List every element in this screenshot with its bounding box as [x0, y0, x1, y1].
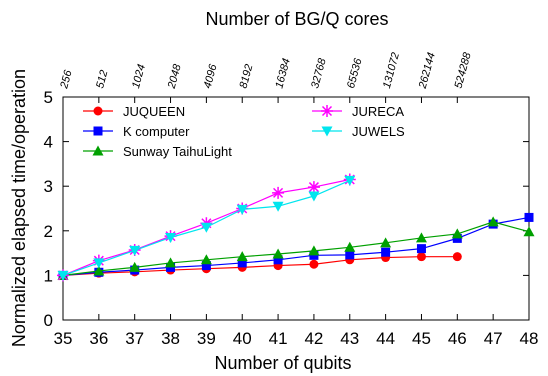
- data-point: [93, 106, 103, 116]
- legend-label: Sunway TaihuLight: [123, 144, 232, 159]
- data-point: [523, 226, 535, 237]
- data-point: [321, 126, 333, 137]
- data-point: [273, 255, 283, 265]
- x-tick-label: 45: [412, 329, 431, 348]
- legend-entry: JUWELS: [312, 124, 405, 139]
- data-point: [416, 252, 426, 262]
- data-point: [236, 204, 248, 215]
- legend-entry: JUQUEEN: [83, 104, 185, 119]
- series-layer: [57, 173, 535, 282]
- data-point: [237, 258, 247, 268]
- data-point: [272, 201, 284, 212]
- top-tick-label: 1024: [130, 63, 148, 90]
- data-point: [93, 258, 105, 269]
- x-tick-label: 42: [304, 329, 323, 348]
- y-tick-label: 1: [44, 266, 53, 285]
- data-point: [272, 248, 284, 259]
- top-tick-label: 8192: [238, 63, 256, 90]
- y-tick-label: 3: [44, 177, 53, 196]
- data-point: [272, 186, 285, 199]
- top-tick-label: 512: [94, 69, 110, 90]
- data-point: [200, 222, 212, 233]
- top-tick-label: 2048: [166, 62, 184, 91]
- series-line: [62, 221, 530, 276]
- legend-entry: Sunway TaihuLight: [83, 144, 232, 159]
- y-tick-label: 0: [44, 311, 53, 330]
- y-tick-label: 4: [44, 133, 53, 152]
- y-axis-label: Normalized elapsed time/operation: [9, 69, 29, 347]
- data-point: [415, 232, 427, 243]
- top-tick-label: 524288: [453, 50, 474, 89]
- data-point: [201, 261, 211, 271]
- top-tick-label: 65536: [345, 56, 365, 90]
- top-tick-label: 4096: [202, 62, 220, 90]
- x-tick-label: 40: [233, 329, 252, 348]
- legend-label: JUQUEEN: [123, 104, 185, 119]
- top-tick-label: 262144: [417, 51, 438, 91]
- data-point: [524, 212, 534, 222]
- legend: JUQUEEN K computer Sunway TaihuLight JURECA…: [83, 104, 405, 159]
- plot-frame: [62, 96, 530, 321]
- top-tick-label: 16384: [273, 57, 293, 90]
- data-point: [380, 237, 392, 248]
- y-tick-label: 2: [44, 222, 53, 241]
- x-tick-label: 47: [484, 329, 503, 348]
- data-point: [236, 251, 248, 262]
- series-sunway-taihulight: [57, 216, 535, 280]
- x-tick-label: 41: [269, 329, 288, 348]
- series-juwels: [57, 175, 356, 281]
- x-tick-label: 48: [520, 329, 539, 348]
- data-point: [309, 259, 319, 269]
- data-point: [93, 126, 103, 136]
- data-point: [451, 228, 463, 239]
- top-tick-label: 131072: [381, 51, 402, 90]
- data-point: [344, 175, 356, 186]
- data-point: [345, 250, 355, 260]
- data-point: [307, 181, 320, 194]
- x-tick-label: 46: [448, 329, 467, 348]
- legend-label: JURECA: [352, 104, 404, 119]
- legend-entry: JURECA: [312, 104, 404, 119]
- top-tick-label: 256: [58, 68, 75, 91]
- legend-entry: K computer: [83, 124, 190, 139]
- data-point: [308, 245, 320, 256]
- data-point: [200, 254, 212, 265]
- series-line: [62, 216, 530, 276]
- x-tick-label: 36: [89, 329, 108, 348]
- x-tick-label: 37: [125, 329, 144, 348]
- data-point: [57, 270, 69, 281]
- data-point: [416, 244, 426, 254]
- data-point: [381, 247, 391, 257]
- data-point: [129, 261, 141, 272]
- x-axis-label: Number of qubits: [214, 353, 351, 373]
- data-point: [452, 252, 462, 262]
- x-tick-label: 38: [161, 329, 180, 348]
- x-tick-label: 44: [376, 329, 395, 348]
- x-tick-label: 39: [197, 329, 216, 348]
- data-point: [165, 232, 177, 243]
- top-tick-label: 32768: [309, 56, 329, 90]
- legend-label: K computer: [123, 124, 190, 139]
- data-point: [92, 145, 104, 156]
- series-line: [62, 256, 458, 276]
- data-point: [129, 245, 141, 256]
- data-point: [487, 216, 499, 227]
- data-point: [344, 241, 356, 252]
- data-point: [93, 265, 105, 276]
- y-tick-label: 5: [44, 88, 53, 107]
- x-tick-label: 43: [340, 329, 359, 348]
- data-point: [308, 191, 320, 202]
- x-tick-label: 35: [54, 329, 73, 348]
- data-point: [165, 257, 177, 268]
- data-point: [321, 105, 333, 117]
- top-axis-label: Number of BG/Q cores: [205, 9, 388, 29]
- legend-label: JUWELS: [352, 124, 405, 139]
